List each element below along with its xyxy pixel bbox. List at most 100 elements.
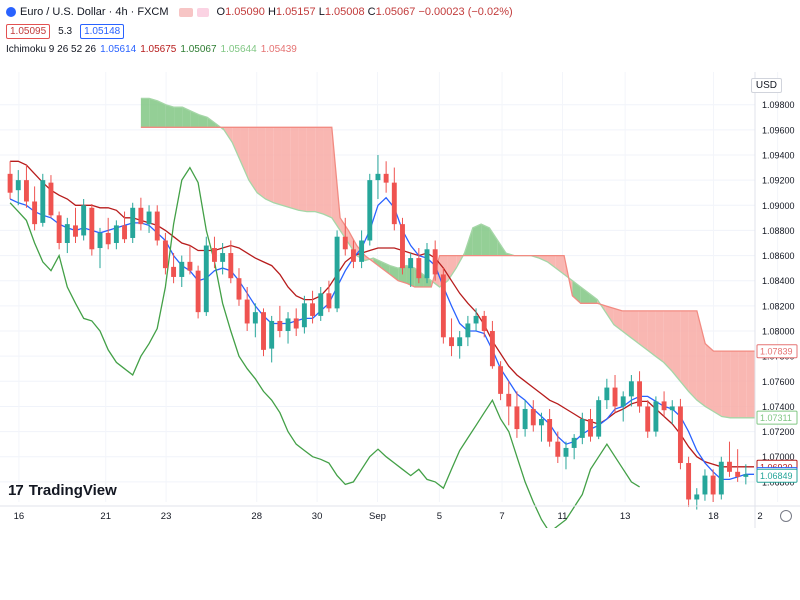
x-tick-label: 23 [161,511,172,522]
y-tick-label: 1.07200 [762,427,795,437]
chart-frame[interactable]: 1.09800 1.09600 1.09400 1.09200 1.09000 1.088… [0,72,800,528]
candle-body [620,396,626,407]
candle-body [489,331,495,367]
candle-body [342,236,348,250]
cloud-segment [165,104,175,128]
lagging-line [9,166,640,528]
candle-body [228,253,234,279]
candle-body [130,207,136,238]
cloud-segment [182,107,191,128]
brand-name: TradingView [28,482,117,499]
cloud-segment [713,351,722,417]
candle-body [710,475,716,495]
cloud-segment [207,117,216,128]
candle-body [628,381,634,397]
candle-body [212,248,217,262]
cloud-segment [547,255,556,269]
indicator-name[interactable]: Ichimoku 9 26 52 26 [6,44,97,55]
indicator-value-lagging: 1.05067 [180,44,217,55]
cloud-segment [705,343,714,412]
candle-body [743,474,749,477]
cloud-segment [298,127,307,212]
candle-body [179,261,185,277]
y-tick-label: 1.07600 [762,377,795,387]
cloud-segment [481,224,490,256]
candle-body [571,437,577,448]
indicator-legend[interactable]: Ichimoku 9 26 52 26 1.05614 1.05675 1.05… [6,44,297,55]
cloud-segment [589,293,598,304]
candle-body [64,224,70,243]
indicator-value-span-b: 1.05439 [260,44,297,55]
cloud-segment [489,227,498,256]
candle-body [400,224,405,269]
candle-body [23,180,29,202]
candle-body [432,249,438,275]
candle-body [522,408,528,430]
candle-body [261,312,266,350]
tradingview-mark-icon: 17 [8,482,24,499]
candle-body [252,312,258,324]
candle-body [326,293,332,309]
candle-body [310,303,316,316]
x-tick-label: 30 [312,511,323,522]
x-tick-label: 11 [558,511,568,522]
cloud-segment [672,310,681,382]
candle-body [481,315,487,332]
settings-gear-icon[interactable] [780,510,792,522]
candle-body [579,419,585,438]
cloud-segment [306,127,316,212]
price-chart[interactable]: 1.09800 1.09600 1.09400 1.09200 1.09000 1.088… [0,72,800,528]
candle-body [588,419,593,437]
cloud-segment [622,310,631,338]
cloud-segment [157,100,166,128]
cloud-segment [447,255,457,281]
indicator-value-base: 1.05675 [140,44,177,55]
x-tick-label: 18 [708,511,719,522]
candle-body [506,393,512,407]
cloud-segment [149,98,158,128]
candle-body [269,320,275,349]
buy-button[interactable]: 1.05148 [80,24,125,39]
price-label: 1.07839 [760,347,793,357]
candle-body [391,182,397,225]
chart-title[interactable]: Euro / U.S. Dollar · 4h · FXCM [20,6,169,18]
indicator-value-span-a: 1.05644 [220,44,257,55]
cloud-segment [290,127,299,211]
currency-button[interactable]: USD [750,78,782,93]
y-tick-label: 1.09200 [762,176,795,186]
cloud-segment [257,127,266,199]
candle-body [735,471,741,477]
candle-body [162,240,168,269]
candle-body [334,236,340,309]
candle-body [530,408,536,426]
candle-body [677,406,683,464]
sell-button[interactable]: 1.05095 [6,24,51,39]
candle-body [350,249,356,262]
candle-body [612,387,618,407]
candle-body [669,406,675,411]
candle-body [424,249,430,279]
cloud-segment [315,127,324,215]
candle-body [498,366,504,394]
cloud-segment [647,310,656,357]
cloud-segment [663,310,673,372]
cloud-segment [373,258,382,269]
candle-body [15,180,21,191]
candle-body [301,303,307,328]
trade-buttons: 1.05095 5.3 1.05148 [6,24,125,39]
cloud-segment [721,351,731,418]
candle-body [122,225,127,240]
candle-body [244,299,250,324]
candle-body [7,173,13,193]
candle-body [547,419,553,442]
cloud-segment [273,127,282,206]
cloud-segment [140,98,150,128]
candle-body [89,207,95,250]
candle-body [105,232,111,245]
cloud-segment [281,127,291,208]
candle-body [473,315,479,324]
price-label: 1.06849 [760,471,793,481]
price-label-box [756,344,798,359]
price-label: 1.07311 [760,413,792,423]
chart-header: Euro / U.S. Dollar · 4h · FXCM O1.05090 … [6,6,513,18]
